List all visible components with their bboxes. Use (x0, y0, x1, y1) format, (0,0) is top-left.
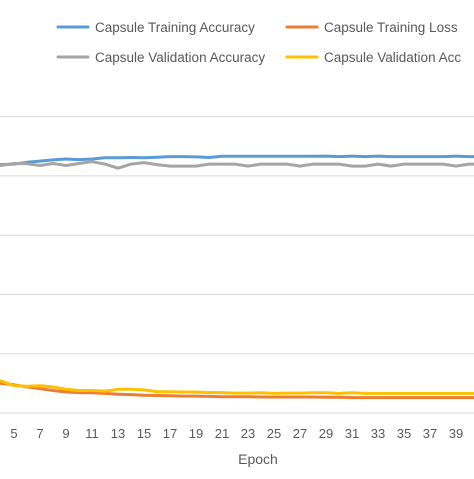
x-tick-label: 7 (36, 426, 43, 441)
x-axis-title: Epoch (238, 451, 278, 467)
x-tick-label: 17 (163, 426, 177, 441)
series-line-1 (0, 154, 474, 167)
x-tick-label: 21 (215, 426, 229, 441)
x-tick-label: 31 (345, 426, 359, 441)
x-tick-label: 37 (423, 426, 437, 441)
legend-label: Capsule Validation Accuracy (95, 50, 265, 65)
x-tick-label: 11 (85, 426, 99, 441)
x-tick-labels: 5791113151719212325272931333537394143 (10, 426, 463, 441)
series-lines (0, 154, 474, 400)
x-tick-label: 35 (397, 426, 411, 441)
x-tick-label: 27 (293, 426, 307, 441)
x-tick-label: 13 (111, 426, 125, 441)
legend: Capsule Training Accuracy Capsule Trainin… (56, 20, 461, 65)
series-line-3 (0, 160, 474, 170)
x-tick-label: 9 (62, 426, 69, 441)
x-tick-label: 33 (371, 426, 385, 441)
legend-label: Capsule Training Accuracy (95, 20, 255, 35)
x-tick-label: 23 (241, 426, 255, 441)
legend-label: Capsule Validation Acc (324, 50, 461, 65)
x-tick-label: 25 (267, 426, 281, 441)
x-tick-label: 39 (449, 426, 463, 441)
x-tick-label: 15 (137, 426, 151, 441)
x-tick-label: 19 (189, 426, 203, 441)
legend-label: Capsule Training Loss (324, 20, 458, 35)
series-line-4 (0, 379, 474, 395)
x-tick-label: 5 (10, 426, 17, 441)
series-line-2 (0, 381, 474, 400)
x-tick-label: 29 (319, 426, 333, 441)
gridlines (0, 116, 474, 414)
